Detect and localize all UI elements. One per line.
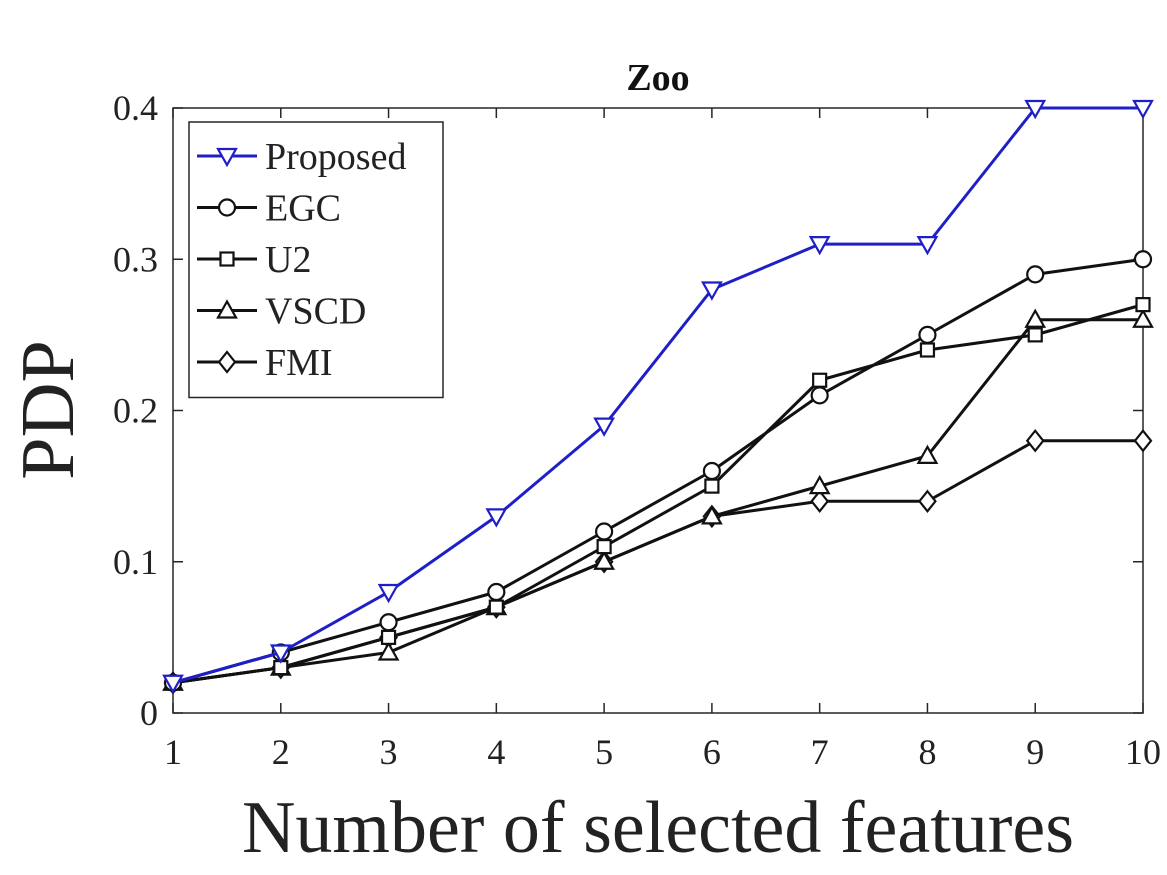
data-point-triangle-down xyxy=(593,417,615,437)
y-tick-label: 0.3 xyxy=(113,239,158,279)
data-point-square xyxy=(219,251,235,267)
data-point-triangle-up xyxy=(1132,308,1154,328)
series-line xyxy=(172,106,1143,685)
x-tick-label: 7 xyxy=(811,732,829,772)
x-axis-label: Number of selected features xyxy=(242,787,1074,869)
data-point-triangle-down xyxy=(485,508,508,528)
data-point-square xyxy=(380,629,397,645)
series-proposed xyxy=(162,99,1154,694)
data-point-triangle-up xyxy=(701,505,723,525)
legend-entry: Proposed xyxy=(197,136,406,178)
data-point-triangle-down xyxy=(377,583,400,604)
data-point-triangle-down xyxy=(1132,99,1154,120)
data-point-triangle-up xyxy=(216,299,238,319)
legend-entry: FMI xyxy=(197,342,333,384)
data-point-diamond xyxy=(810,489,830,514)
data-point-circle xyxy=(702,461,721,481)
data-point-diamond xyxy=(1025,428,1045,453)
data-point-square xyxy=(1027,327,1043,343)
data-point-square xyxy=(919,342,936,358)
legend-entry: VSCD xyxy=(197,291,366,333)
data-point-circle xyxy=(217,198,237,217)
series-u2 xyxy=(165,297,1151,691)
legend-entry: EGC xyxy=(197,188,341,230)
x-tick-label: 10 xyxy=(1125,732,1161,772)
y-tick-label: 0.1 xyxy=(113,542,158,582)
y-tick-label: 0.2 xyxy=(113,391,158,431)
legend-label: FMI xyxy=(265,342,333,384)
legend-entry: U2 xyxy=(197,239,311,281)
data-point-square xyxy=(812,372,828,388)
data-point-circle xyxy=(810,386,829,405)
series-line xyxy=(172,257,1144,685)
data-point-square xyxy=(596,539,612,555)
legend-label: U2 xyxy=(265,239,311,281)
y-tick-label: 0.4 xyxy=(113,88,158,128)
data-point-triangle-up xyxy=(916,444,939,464)
y-axis-label: PDP xyxy=(6,340,90,479)
data-point-circle xyxy=(595,522,614,541)
data-point-triangle-down xyxy=(269,644,292,664)
data-point-diamond xyxy=(217,350,237,374)
x-tick-label: 5 xyxy=(595,732,613,772)
legend: Proposed EGC U2 VSCD FMI xyxy=(188,121,444,399)
x-tick-label: 9 xyxy=(1026,732,1044,772)
series-line xyxy=(172,318,1143,685)
x-tick-label: 3 xyxy=(380,732,398,772)
data-point-circle xyxy=(1133,250,1153,269)
legend-label: EGC xyxy=(265,188,341,230)
data-point-triangle-down xyxy=(216,147,238,168)
data-point-circle xyxy=(487,582,506,602)
y-tick-label: 0 xyxy=(140,693,158,733)
chart-title: Zoo xyxy=(626,57,689,99)
series-line xyxy=(172,303,1144,685)
axis-ticks xyxy=(172,107,1144,714)
legend-label: VSCD xyxy=(265,291,366,333)
data-point-triangle-up xyxy=(808,474,831,495)
x-tick-label: 4 xyxy=(487,732,505,772)
data-point-triangle-up xyxy=(377,641,400,661)
x-tick-label: 2 xyxy=(272,732,290,772)
data-point-triangle-down xyxy=(162,674,184,694)
data-point-triangle-up xyxy=(593,550,615,570)
data-point-triangle-up xyxy=(1024,308,1047,328)
x-tick-label: 1 xyxy=(164,732,182,772)
data-point-circle xyxy=(1026,265,1045,284)
data-point-diamond xyxy=(918,489,937,514)
data-point-square xyxy=(704,478,720,494)
data-point-triangle-down xyxy=(701,281,723,301)
data-point-triangle-down xyxy=(916,236,939,256)
data-point-circle xyxy=(379,613,398,632)
data-point-square xyxy=(488,599,504,615)
data-point-triangle-down xyxy=(808,236,831,256)
x-tick-label: 8 xyxy=(918,732,936,772)
axis-tick-labels: 1 2 3 4 5 6 7 8 9 10 0 0.1 0.2 0.3 0.4 xyxy=(113,88,1161,772)
data-point-square xyxy=(1135,297,1151,313)
data-point-diamond xyxy=(1133,428,1153,453)
legend-label: Proposed xyxy=(265,136,406,178)
series-layer xyxy=(162,99,1154,695)
data-point-triangle-down xyxy=(1024,99,1047,120)
data-point-circle xyxy=(918,325,937,344)
x-tick-label: 6 xyxy=(703,732,721,772)
